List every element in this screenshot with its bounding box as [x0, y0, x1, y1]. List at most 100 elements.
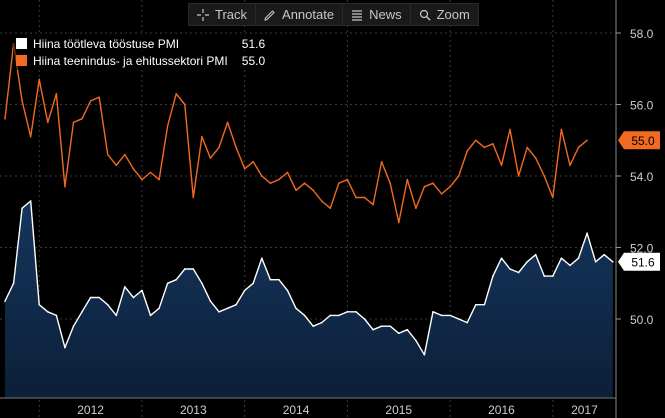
data-point: [466, 150, 469, 152]
data-point: [201, 282, 203, 285]
zoom-button[interactable]: Zoom: [411, 4, 478, 25]
data-point: [235, 146, 237, 149]
data-point: [295, 189, 297, 192]
data-point: [261, 175, 263, 177]
x-tick-label: 2014: [283, 403, 310, 417]
data-point: [183, 103, 186, 106]
legend-swatch-manufacturing: [16, 38, 27, 49]
news-button[interactable]: News: [343, 4, 411, 25]
data-point: [303, 182, 306, 184]
data-point: [81, 311, 83, 313]
data-point: [492, 143, 494, 145]
data-point: [346, 311, 349, 313]
data-point: [406, 328, 409, 331]
data-point: [586, 139, 588, 142]
data-point: [320, 321, 323, 324]
data-point: [415, 339, 417, 342]
annotate-label: Annotate: [282, 7, 335, 22]
data-point: [81, 118, 83, 120]
data-point: [466, 321, 469, 324]
data-point: [286, 289, 289, 292]
data-point: [312, 189, 314, 192]
data-point: [89, 100, 92, 102]
crosshair-icon: [197, 8, 209, 21]
data-point: [286, 171, 289, 174]
data-point: [423, 185, 426, 188]
data-point: [158, 178, 160, 181]
data-point: [183, 268, 186, 270]
data-point: [149, 314, 152, 317]
data-point: [29, 200, 32, 202]
data-point: [517, 271, 520, 274]
data-point: [475, 139, 477, 142]
data-point: [500, 257, 503, 260]
data-point: [115, 314, 118, 317]
data-point: [175, 278, 177, 281]
track-button[interactable]: Track: [189, 4, 257, 25]
series-line-services: [4, 43, 588, 224]
data-point: [509, 268, 511, 270]
data-point: [577, 146, 580, 149]
data-point: [303, 314, 306, 317]
data-point: [380, 325, 383, 327]
x-tick-label: 2013: [180, 403, 207, 417]
data-point: [166, 125, 169, 127]
data-point: [397, 332, 400, 335]
data-point: [312, 325, 314, 327]
data-point: [329, 207, 332, 209]
data-point: [577, 257, 580, 260]
data-point: [457, 318, 460, 320]
data-point: [338, 182, 340, 184]
data-point: [440, 193, 443, 195]
data-point: [124, 286, 126, 288]
data-point: [372, 328, 374, 331]
data-point: [106, 153, 109, 156]
data-point: [192, 196, 195, 199]
data-point: [226, 307, 229, 310]
x-tick-label: 2015: [385, 403, 412, 417]
data-point: [338, 314, 340, 317]
legend-value-manufacturing: 51.6: [241, 36, 266, 51]
data-point: [98, 296, 100, 299]
annotate-button[interactable]: Annotate: [256, 4, 344, 25]
data-point: [363, 318, 366, 320]
legend-name-services: Hiina teenindus- ja ehitussektori PMI: [33, 53, 228, 68]
y-tick-label: 54.0: [630, 170, 654, 184]
data-point: [278, 178, 280, 181]
data-point: [526, 261, 528, 263]
data-point: [158, 307, 160, 310]
last-value-label: 51.6: [631, 255, 655, 269]
data-point: [552, 196, 554, 199]
data-point: [432, 182, 434, 184]
legend-entry-services[interactable]: Hiina teenindus- ja ehitussektori PMI 55…: [16, 52, 265, 69]
data-point: [526, 146, 528, 149]
data-point: [243, 168, 246, 170]
data-point: [295, 307, 297, 310]
data-point: [64, 346, 66, 349]
data-point: [201, 135, 203, 138]
data-point: [560, 128, 563, 131]
last-value-label: 55.0: [631, 134, 655, 148]
data-point: [47, 121, 49, 124]
data-point: [543, 175, 546, 177]
data-point: [320, 200, 323, 202]
data-point: [209, 157, 212, 159]
data-point: [141, 289, 143, 292]
data-point: [124, 153, 126, 156]
data-point: [552, 275, 554, 277]
data-point: [389, 182, 392, 184]
data-point: [261, 257, 263, 260]
data-point: [594, 261, 597, 263]
data-point: [149, 171, 152, 174]
legend-entry-manufacturing[interactable]: Hiina töötleva tööstuse PMI 51.6: [16, 35, 265, 52]
data-point: [269, 182, 272, 184]
series-area-manufacturing: [5, 201, 613, 398]
data-point: [534, 157, 537, 159]
data-point: [380, 160, 383, 163]
data-point: [175, 92, 177, 95]
data-point: [21, 207, 23, 209]
data-point: [475, 303, 477, 306]
x-tick-label: 2017: [571, 403, 598, 417]
data-point: [406, 178, 409, 181]
last-value-tag-services: 55.0: [618, 131, 660, 150]
